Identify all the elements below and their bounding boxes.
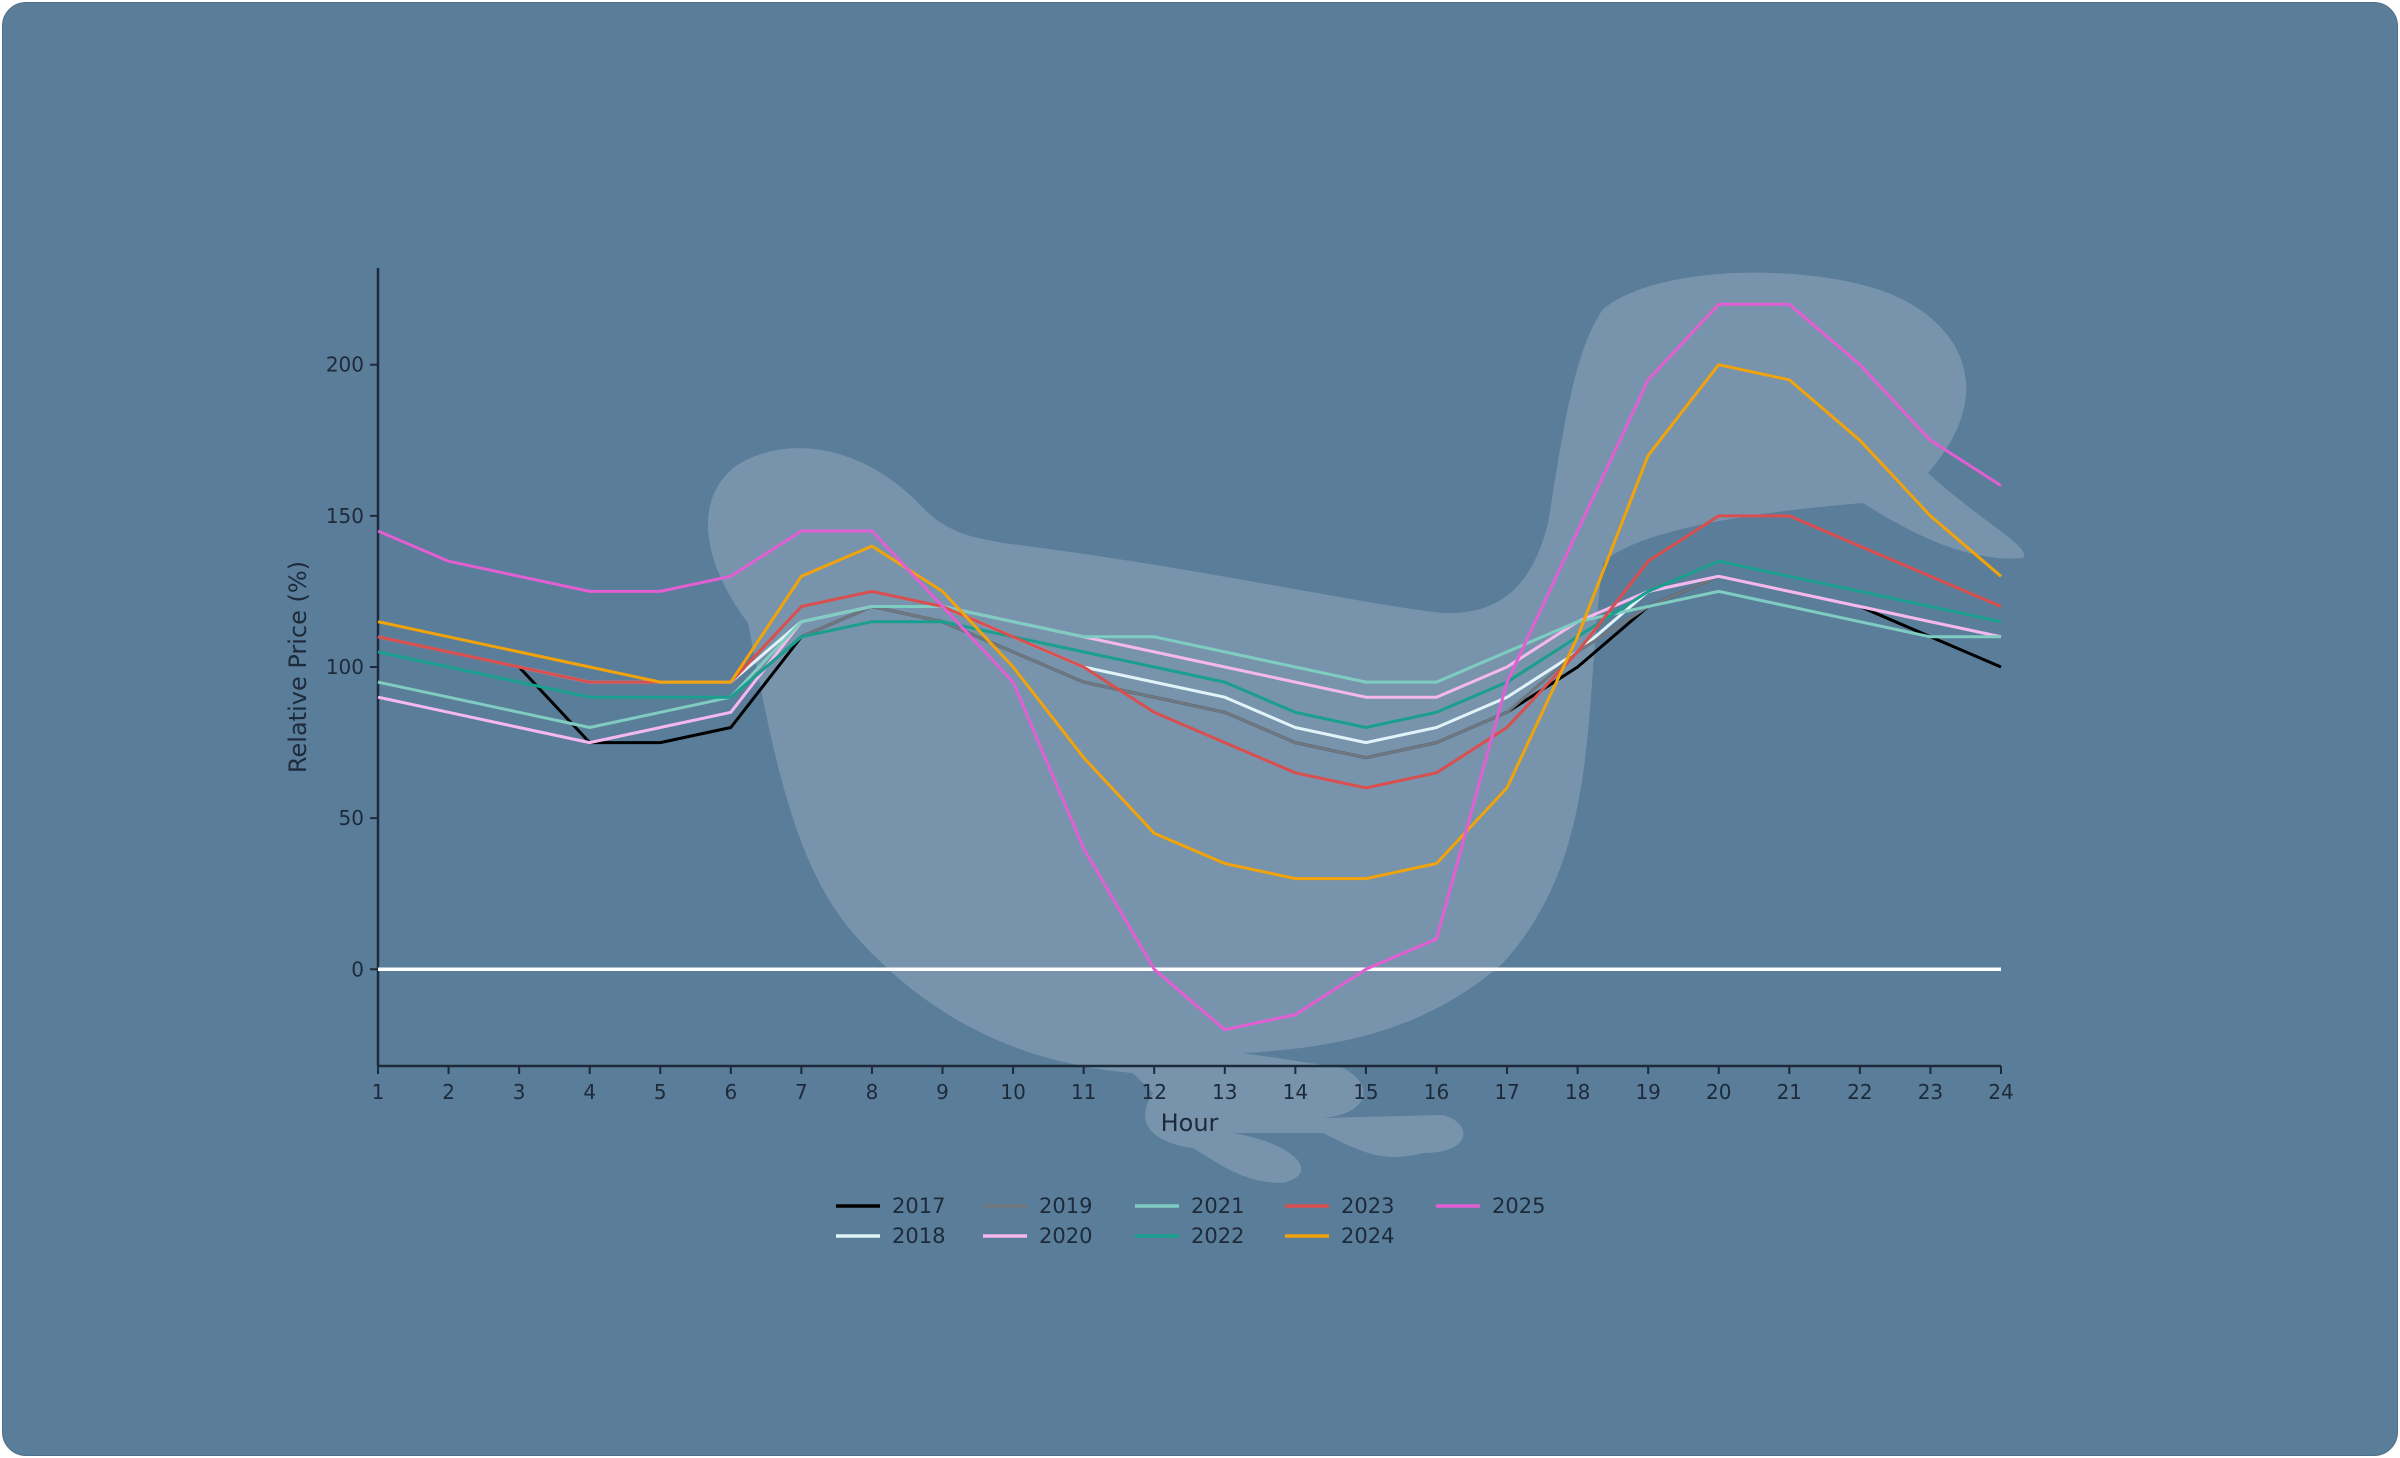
series-line-2024 (377, 363, 2002, 881)
series-line-2025 (377, 302, 2002, 1032)
legend-label-2024: 2024 (1341, 1224, 1394, 1248)
x-tick-label: 23 (1918, 1080, 1943, 1104)
x-tick-label: 18 (1565, 1080, 1590, 1104)
x-tick-label: 22 (1847, 1080, 1872, 1104)
series-line-2021 (377, 589, 2001, 729)
x-tick-label: 7 (795, 1080, 808, 1104)
y-tick-label: 150 (326, 504, 364, 528)
series-line-2020 (377, 574, 2002, 745)
y-tick-label: 100 (326, 655, 364, 679)
legend-label-2025: 2025 (1492, 1194, 1545, 1218)
x-tick-label: 17 (1494, 1080, 1519, 1104)
legend-label-2022: 2022 (1191, 1224, 1244, 1248)
legend: 2017 2018 2019 2020 2021 2022 2023 2024 2025 (836, 1194, 1545, 1248)
x-tick-label: 14 (1283, 1080, 1308, 1104)
x-tick-label: 15 (1353, 1080, 1378, 1104)
x-tick-label: 5 (654, 1080, 667, 1104)
series-line-2023 (377, 514, 2002, 790)
y-tick-label: 0 (351, 957, 364, 981)
y-tick-label: 50 (339, 806, 364, 830)
x-axis-label: Hour (1161, 1109, 1219, 1137)
x-tick-label: 2 (442, 1080, 455, 1104)
x-tick-label: 24 (1988, 1080, 2013, 1104)
line-chart: 1 2 3 4 5 6 7 8 9 10 11 12 13 14 15 16 17 18 19 20 21 22 23 240… (284, 268, 2025, 1248)
series-line-2022 (377, 559, 2002, 729)
y-axis-label: Relative Price (%) (284, 561, 312, 773)
x-tick-label: 20 (1706, 1080, 1731, 1104)
y-tick-label: 200 (326, 353, 364, 377)
x-tick-label: 12 (1141, 1080, 1166, 1104)
x-tick-label: 1 (372, 1080, 385, 1104)
x-tick-label: 19 (1635, 1080, 1660, 1104)
x-tick-label: 16 (1424, 1080, 1449, 1104)
legend-label-2020: 2020 (1039, 1224, 1092, 1248)
legend-label-2018: 2018 (892, 1224, 945, 1248)
legend-label-2023: 2023 (1341, 1194, 1394, 1218)
x-tick-label: 11 (1071, 1080, 1096, 1104)
axes: 1 2 3 4 5 6 7 8 9 10 11 12 13 14 15 16 17 18 19 20 21 22 23 240… (326, 268, 2014, 1104)
x-tick-label: 8 (866, 1080, 879, 1104)
x-tick-label: 3 (513, 1080, 526, 1104)
x-tick-label: 9 (936, 1080, 949, 1104)
series-lines (377, 302, 2002, 1032)
legend-label-2021: 2021 (1191, 1194, 1244, 1218)
legend-label-2019: 2019 (1039, 1194, 1092, 1218)
x-tick-label: 4 (583, 1080, 596, 1104)
x-tick-label: 21 (1777, 1080, 1802, 1104)
legend-label-2017: 2017 (892, 1194, 945, 1218)
x-tick-label: 6 (724, 1080, 737, 1104)
x-tick-label: 10 (1000, 1080, 1025, 1104)
x-tick-label: 13 (1212, 1080, 1237, 1104)
